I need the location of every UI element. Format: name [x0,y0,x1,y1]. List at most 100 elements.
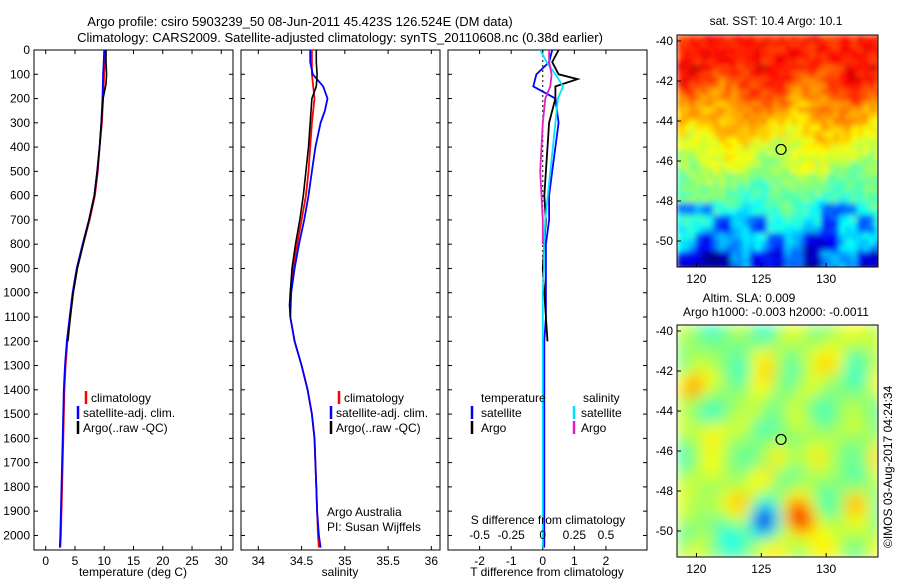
sla-argo-location-marker [775,433,787,446]
x-tick-label: 0 [42,554,49,568]
x-tick-label: 34 [252,554,266,568]
series-s-satellite [539,50,565,548]
x-tick-label: 36 [425,554,439,568]
s-tick-label: 0.5 [598,528,615,542]
x-tick-label: 34.5 [290,554,314,568]
map-x-tick-label: 125 [751,562,771,576]
legend-s-satellite-adj: satellite-adj. clim. [336,406,428,420]
y-tick-label: 1400 [3,383,30,397]
y-tick-label: 1100 [4,310,30,324]
map-x-tick-label: 130 [816,272,836,286]
s-tick-label: -0.25 [497,528,525,542]
temperature-panel: 0100200300400500600700800900100011001200… [3,43,234,579]
series-satellite-adj-clim [289,50,329,548]
temperature-legend: climatology satellite-adj. clim. Argo(..… [76,391,175,435]
map-y-tick-label: -46 [656,444,674,458]
y-tick-label: 1900 [3,504,30,518]
s-difference-label: S difference from climatology [471,513,626,527]
y-tick-label: 700 [10,213,30,227]
legend-salinity-title: salinity [583,391,620,405]
title-line-2: Climatology: CARS2009. Satellite-adjuste… [77,30,603,45]
annotation-argo-australia: Argo Australia [327,505,402,519]
sla-map-title: Altim. SLA: 0.009 [703,291,796,305]
legend-temperature-title: temperature [481,391,546,405]
salinity-axes-frame [240,49,441,551]
salinity-xlabel: salinity [322,565,359,579]
s-tick-label: 0 [539,528,546,542]
x-tick-label: 2 [603,554,610,568]
sst-argo-location-marker [775,143,787,156]
legend-t-satellite: satellite [481,406,522,420]
x-tick-label: 35.5 [376,554,400,568]
map-x-tick-label: 120 [686,272,706,286]
s-tick-label: 0.25 [563,528,587,542]
y-tick-label: 600 [10,189,30,203]
legend-s-climatology: climatology [344,391,404,405]
t-difference-label: T difference from climatology [470,565,624,579]
salinity-legend: climatology satellite-adj. clim. Argo(..… [329,391,428,435]
s-tick-label: -0.5 [469,528,490,542]
y-tick-label: 200 [10,92,30,106]
sla-map-frame [676,324,879,558]
y-tick-label: 0 [23,43,30,57]
y-tick-label: 1300 [3,359,30,373]
map-y-tick-label: -50 [656,234,674,248]
legend-t-argo: Argo [481,421,507,435]
map-y-tick-label: -48 [656,194,674,208]
map-y-tick-label: -44 [656,404,674,418]
legend-s-argo: Argo(..raw -QC) [336,421,421,435]
difference-axes-frame [447,49,648,551]
map-y-tick-label: -40 [656,34,674,48]
x-tick-label: 25 [185,554,199,568]
y-tick-label: 2000 [3,528,30,542]
y-tick-label: 1200 [3,334,30,348]
y-tick-label: 400 [10,140,30,154]
x-tick-label: 30 [215,554,229,568]
y-tick-label: 500 [10,164,30,178]
y-tick-label: 300 [10,116,30,130]
map-y-tick-label: -46 [656,154,674,168]
series-s-argo [539,50,553,245]
y-tick-label: 100 [10,67,30,81]
map-y-tick-label: -42 [656,364,674,378]
sla-map-subtitle: Argo h1000: -0.003 h2000: -0.0011 [683,305,869,319]
y-tick-label: 1000 [3,286,30,300]
y-tick-label: 900 [10,261,30,275]
annotation-pi: PI: Susan Wijffels [327,520,421,534]
sst-map-title: sat. SST: 10.4 Argo: 10.1 [710,14,843,28]
series-argo-raw-qc [288,50,318,318]
salinity-panel: 34 34.5 35 35.5 36 climatology satellite-adj… [240,49,441,579]
x-tick-label: 35 [338,554,352,568]
legend-argo: Argo(..raw -QC) [83,421,168,435]
series-climatology [59,50,107,548]
sst-map-panel: sat. SST: 10.4 Argo: 10.1 120 125 130 -40 -4… [656,14,879,286]
map-y-tick-label: -50 [656,524,674,538]
x-tick-label: 5 [72,554,79,568]
x-tick-label: -1 [506,554,517,568]
imos-credit: ©IMOS 03-Aug-2017 04:24:34 [881,385,895,548]
x-tick-label: 15 [127,554,141,568]
sst-map-frame [676,34,879,268]
y-tick-label: 1600 [3,431,30,445]
sla-map-panel: Altim. SLA: 0.009 Argo h1000: -0.003 h20… [656,291,879,576]
difference-legend: temperature salinity satellite Argo sate… [470,391,622,435]
legend-s-argo-diff: Argo [581,421,607,435]
map-y-tick-label: -44 [656,114,674,128]
x-tick-label: 10 [98,554,112,568]
series-t-satellite [532,50,560,548]
x-tick-label: 0 [539,554,546,568]
legend-satellite-adj: satellite-adj. clim. [83,406,175,420]
title-line-1: Argo profile: csiro 5903239_50 08-Jun-20… [87,14,512,29]
map-x-tick-label: 130 [816,562,836,576]
legend-s-satellite: satellite [581,406,622,420]
series-satellite-adj-clim [58,50,106,548]
temperature-axes-frame [33,49,234,551]
x-tick-label: 20 [156,554,170,568]
series-climatology [289,50,320,548]
map-x-tick-label: 125 [751,272,771,286]
y-tick-label: 800 [10,237,30,251]
y-tick-label: 1800 [3,480,30,494]
legend-climatology: climatology [91,391,151,405]
difference-panel: -2 -1 0 1 2 temperature salinity satellite A… [447,49,648,579]
